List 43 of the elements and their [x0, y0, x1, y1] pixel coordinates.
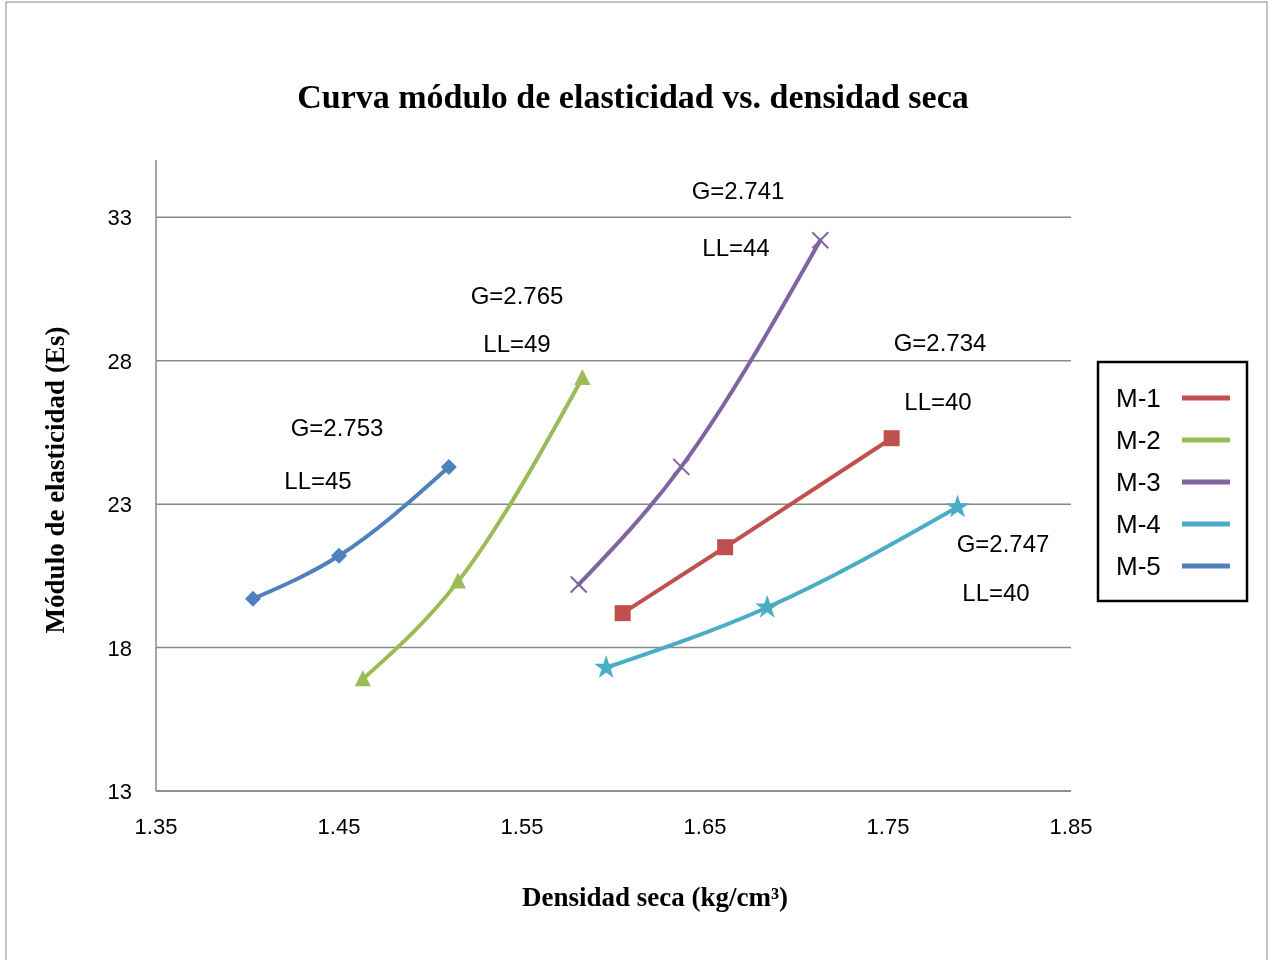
y-tick-label: 18 — [107, 635, 132, 661]
annotation: LL=49 — [483, 330, 551, 357]
y-axis-title: Módulo de elasticidad (Es) — [40, 326, 70, 634]
point — [883, 430, 900, 447]
annotation: LL=40 — [962, 579, 1030, 606]
x-tick-label: 1.35 — [134, 814, 178, 839]
annotation: G=2.753 — [290, 414, 384, 441]
annotation: G=2.747 — [956, 530, 1050, 557]
point — [614, 605, 631, 622]
point — [440, 458, 457, 475]
legend-label: M-2 — [1116, 425, 1161, 455]
y-tick-label: 33 — [107, 205, 132, 231]
y-tick-label: 28 — [107, 348, 132, 374]
legend-label: M-1 — [1116, 383, 1161, 413]
annotation: LL=44 — [702, 234, 770, 261]
annotation: G=2.734 — [893, 329, 987, 356]
x-tick-label: 1.75 — [866, 814, 910, 839]
y-tick-label: 23 — [107, 492, 132, 518]
annotation: LL=45 — [284, 467, 352, 494]
point — [717, 539, 734, 556]
point — [574, 368, 591, 385]
x-axis-title: Densidad seca (kg/cm³) — [521, 882, 789, 912]
point — [755, 594, 780, 618]
point — [331, 547, 347, 564]
point — [354, 670, 371, 687]
x-tick-label: 1.65 — [683, 814, 727, 839]
chart-title: Curva módulo de elasticidad vs. densidad seca — [297, 78, 969, 115]
legend-label: M-3 — [1116, 467, 1161, 497]
point — [449, 572, 466, 589]
x-tick-label: 1.45 — [317, 814, 361, 839]
annotation: LL=40 — [904, 388, 972, 415]
point — [672, 457, 691, 476]
point — [811, 231, 830, 250]
annotation: G=2.765 — [470, 282, 564, 309]
point — [569, 575, 588, 594]
point — [945, 494, 970, 518]
x-tick-label: 1.85 — [1049, 814, 1093, 839]
point — [244, 590, 261, 607]
y-tick-label: 13 — [107, 779, 132, 804]
annotation: G=2.741 — [691, 177, 785, 204]
legend-label: M-4 — [1116, 509, 1161, 539]
legend-label: M-5 — [1116, 551, 1161, 581]
x-tick-label: 1.55 — [500, 814, 544, 839]
